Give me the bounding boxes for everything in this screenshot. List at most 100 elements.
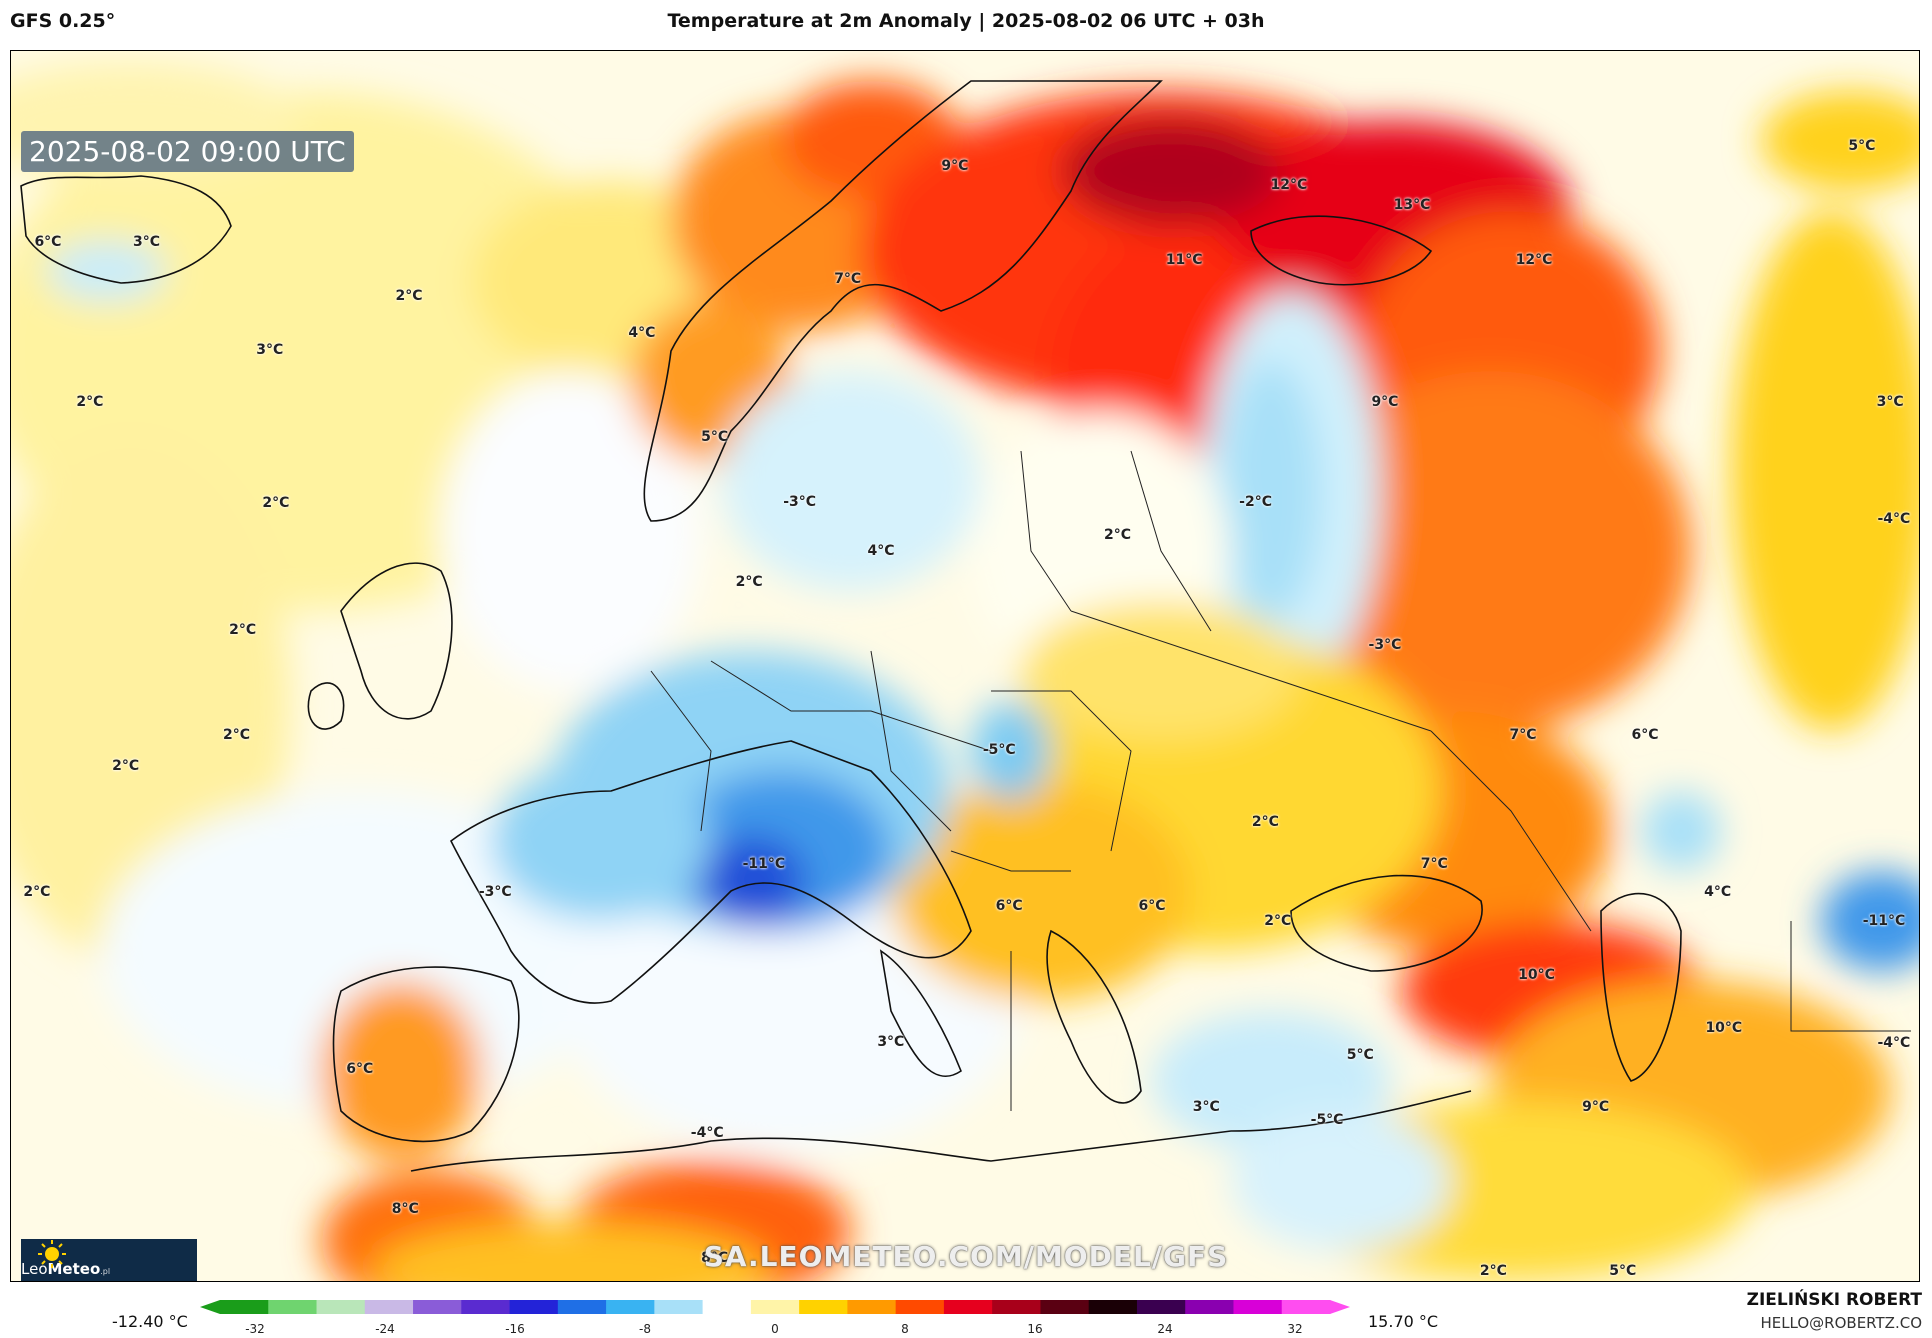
colorbar-segment [799,1300,848,1314]
colorbar-segment [1281,1300,1331,1314]
source-watermark: SA.LEOMETEO.COM/MODEL/GFS [703,1240,1229,1273]
anomaly-label: -4°C [1877,1034,1911,1051]
colorbar-segment [413,1300,462,1314]
colorbar-segment [750,1300,800,1314]
anomaly-label: -3°C [478,884,512,901]
anomaly-label: 2°C [395,288,423,305]
colorbar-tick-label: -16 [505,1322,525,1336]
anomaly-label: 6°C [1631,726,1659,743]
anomaly-label: -4°C [690,1124,724,1141]
colorbar-segment [1040,1300,1090,1314]
map-canvas [11,51,1919,1281]
sun-icon [38,1240,66,1268]
anomaly-label: 12°C [1515,252,1553,269]
colorbar-segment [509,1300,559,1314]
page-title: Temperature at 2m Anomaly | 2025-08-02 0… [667,10,1265,32]
colorbar-segment [461,1300,511,1314]
anomaly-map[interactable]: 2025-08-02 09:00 UTC 6°C 3°C 2°C 3°C 4°C 2°C 9… [10,50,1920,1282]
model-label: GFS 0.25° [10,10,116,32]
anomaly-label: -11°C [742,856,786,873]
anomaly-label: 7°C [1509,726,1537,743]
anomaly-label: 9°C [1582,1098,1610,1115]
colorbar-min-label: -12.40 °C [112,1312,188,1331]
colorbar-max-arrow [1330,1300,1350,1314]
colorbar-segment [220,1300,269,1314]
anomaly-label: -2°C [1239,493,1272,510]
anomaly-label: 6°C [34,233,62,250]
colorbar-max-label: 15.70 °C [1368,1312,1439,1331]
colorbar-segment [606,1300,655,1314]
colorbar-segment [557,1300,607,1314]
anomaly-label: 10°C [1518,967,1555,983]
colorbar-segment [943,1300,993,1314]
anomaly-label: 2°C [1104,527,1132,544]
colorbar-segment [992,1300,1041,1314]
anomaly-label: 4°C [628,325,656,342]
colorbar-segment [702,1300,752,1314]
colorbar-segment [316,1300,366,1314]
colorbar [200,1300,1350,1314]
anomaly-label: 11°C [1165,252,1203,269]
anomaly-label: 3°C [1876,394,1904,411]
logo-text: LeoMeteo.pl [21,1260,111,1278]
colorbar-tick-label: 24 [1157,1322,1173,1336]
anomaly-label: 2°C [735,573,763,590]
colorbar-segment [1185,1300,1234,1314]
anomaly-label: 3°C [877,1033,905,1050]
anomaly-label: 2°C [23,884,51,901]
colorbar-tick-label: 0 [771,1322,779,1336]
anomaly-label: 13°C [1393,197,1431,213]
colorbar-tick-label: -8 [639,1322,651,1336]
colorbar-tick-label: 16 [1027,1322,1043,1336]
colorbar-tick-label: -24 [375,1322,395,1336]
anomaly-label: 3°C [1192,1098,1220,1115]
colorbar-segment [654,1300,704,1314]
anomaly-label: 4°C [1704,884,1732,901]
colorbar-min-arrow [200,1300,220,1314]
anomaly-label: 3°C [133,233,161,250]
colorbar-segment [364,1300,414,1314]
anomaly-label: -3°C [783,493,817,510]
colorbar-segment [1088,1300,1138,1314]
anomaly-label: 9°C [1371,394,1399,411]
anomaly-label: -4°C [1877,511,1911,528]
anomaly-label: 4°C [867,543,895,560]
anomaly-label: 5°C [701,428,729,445]
colorbar-tick-label: -32 [245,1322,265,1336]
anomaly-label: 2°C [76,394,104,411]
anomaly-label: -3°C [1368,636,1402,653]
anomaly-label: 12°C [1270,177,1308,194]
anomaly-label: 2°C [229,622,257,639]
anomaly-label: 2°C [1264,912,1292,929]
anomaly-label: 10°C [1705,1019,1743,1036]
author-name: ZIELIŃSKI ROBERT [1746,1290,1922,1310]
colorbar-segment [1233,1300,1283,1314]
anomaly-label: 5°C [1848,137,1876,154]
colorbar-tick-label: 32 [1287,1322,1303,1336]
anomaly-label: 2°C [1479,1262,1507,1279]
colorbar-segment [895,1300,945,1314]
anomaly-label: 9°C [941,157,969,174]
anomaly-field [11,61,1919,1281]
anomaly-label: -5°C [982,741,1016,758]
anomaly-label: 7°C [1420,856,1448,873]
leometeo-logo[interactable]: LeoMeteo.pl [21,1239,197,1281]
anomaly-label: 2°C [222,726,251,743]
anomaly-label: 2°C [1251,814,1279,831]
anomaly-label: 6°C [346,1060,374,1077]
colorbar-tick-label: 8 [901,1322,909,1336]
borders [650,450,1911,1111]
colorbar-segment [1136,1300,1186,1314]
anomaly-label: -11°C [1862,912,1906,929]
valid-time-badge: 2025-08-02 09:00 UTC [21,131,354,172]
anomaly-label: 6°C [1138,898,1166,914]
coastlines [20,80,1682,1172]
anomaly-label: 3°C [256,342,284,359]
anomaly-label: 5°C [1346,1047,1374,1064]
anomaly-label: 8°C [701,1250,729,1267]
anomaly-label: 6°C [995,898,1023,914]
author-email[interactable]: HELLO@ROBERTZ.CO [1760,1314,1922,1332]
anomaly-label: 2°C [112,757,140,774]
anomaly-label: 2°C [262,495,290,512]
anomaly-label: 8°C [391,1201,419,1218]
